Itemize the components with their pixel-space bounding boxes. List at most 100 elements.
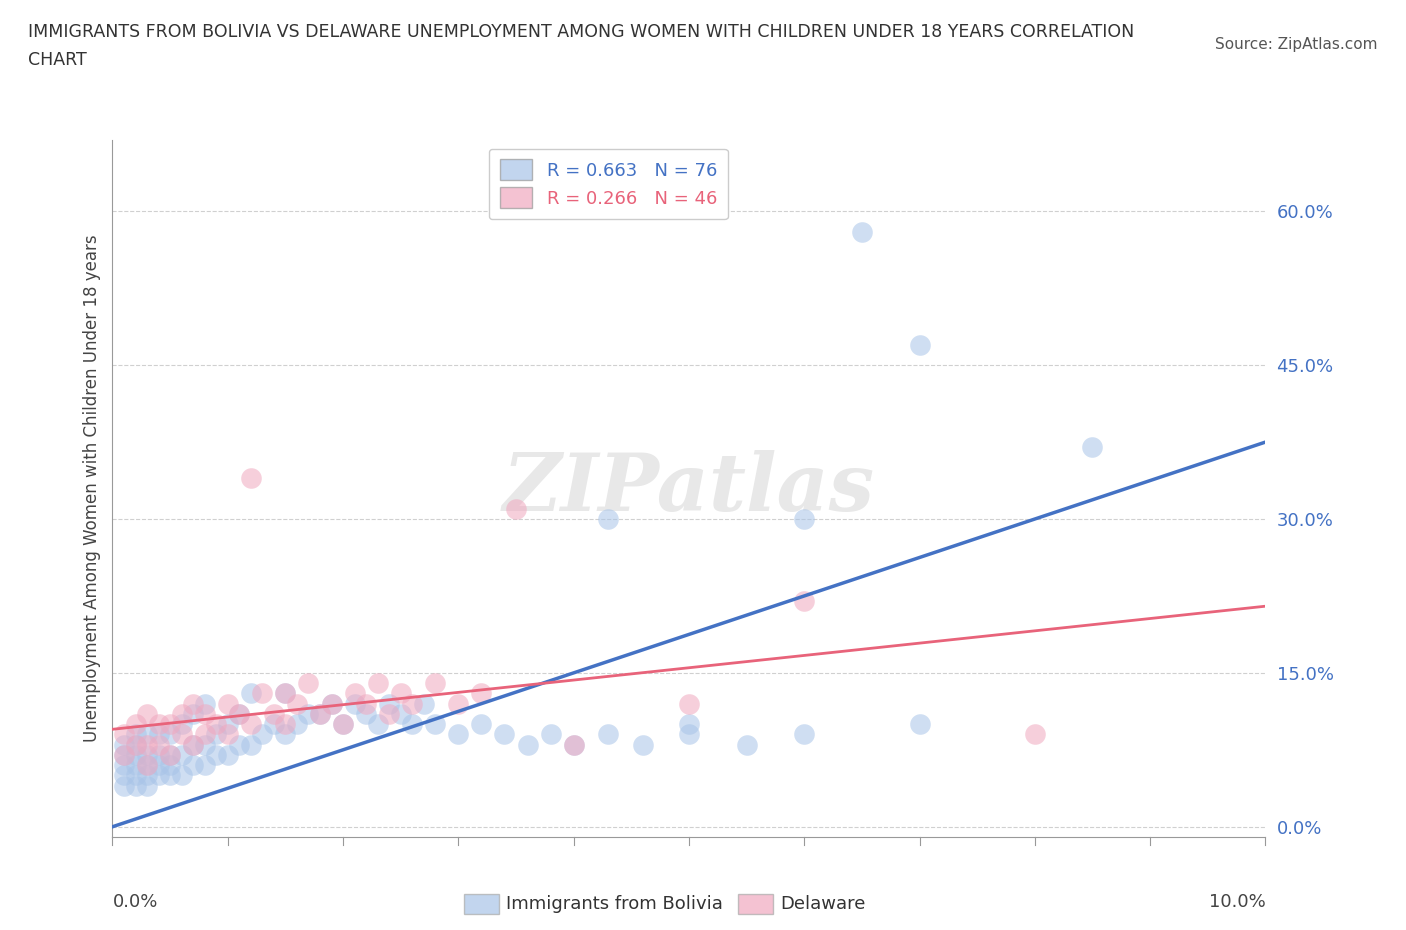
Point bbox=[205, 717, 228, 732]
Point bbox=[309, 707, 332, 722]
Text: 0.0%: 0.0% bbox=[112, 894, 157, 911]
Point bbox=[170, 748, 193, 763]
Point bbox=[367, 717, 389, 732]
Point bbox=[194, 697, 217, 711]
Point bbox=[217, 748, 239, 763]
Point bbox=[378, 697, 401, 711]
Point bbox=[148, 748, 170, 763]
Point bbox=[112, 748, 135, 763]
Point bbox=[159, 727, 181, 742]
Point bbox=[194, 758, 217, 773]
Point bbox=[793, 512, 815, 526]
Point bbox=[124, 748, 146, 763]
Point bbox=[170, 768, 193, 783]
Point bbox=[136, 748, 159, 763]
Point bbox=[252, 686, 274, 701]
Point bbox=[170, 707, 193, 722]
Point bbox=[194, 737, 217, 752]
Point bbox=[112, 778, 135, 793]
Point bbox=[124, 758, 146, 773]
Point bbox=[425, 717, 447, 732]
Point bbox=[412, 697, 434, 711]
Point bbox=[148, 727, 170, 742]
Point bbox=[908, 717, 931, 732]
Point bbox=[148, 737, 170, 752]
Point bbox=[285, 697, 308, 711]
Point bbox=[367, 676, 389, 691]
Point bbox=[793, 593, 815, 608]
Point bbox=[274, 686, 297, 701]
Point bbox=[194, 727, 217, 742]
Point bbox=[263, 717, 285, 732]
Point bbox=[159, 768, 181, 783]
Point bbox=[263, 707, 285, 722]
Point bbox=[562, 737, 585, 752]
Point bbox=[285, 717, 308, 732]
Point bbox=[332, 717, 354, 732]
Point bbox=[159, 758, 181, 773]
Point bbox=[205, 727, 228, 742]
Point bbox=[181, 737, 204, 752]
Point bbox=[205, 748, 228, 763]
Point bbox=[112, 768, 135, 783]
Point bbox=[228, 737, 250, 752]
Text: 10.0%: 10.0% bbox=[1209, 894, 1265, 911]
Point bbox=[217, 717, 239, 732]
Point bbox=[112, 758, 135, 773]
Point bbox=[470, 686, 492, 701]
Point bbox=[562, 737, 585, 752]
Point bbox=[170, 717, 193, 732]
Point bbox=[297, 707, 319, 722]
Point bbox=[401, 697, 423, 711]
Point bbox=[124, 778, 146, 793]
Point bbox=[124, 717, 146, 732]
Point bbox=[239, 686, 262, 701]
Point bbox=[598, 512, 620, 526]
Point bbox=[136, 737, 159, 752]
Point bbox=[516, 737, 538, 752]
Point bbox=[389, 686, 412, 701]
Point bbox=[505, 501, 527, 516]
Point bbox=[494, 727, 516, 742]
Point bbox=[112, 737, 135, 752]
Point bbox=[1081, 440, 1104, 455]
Point bbox=[136, 727, 159, 742]
Point bbox=[631, 737, 654, 752]
Point bbox=[425, 676, 447, 691]
Legend: R = 0.663   N = 76, R = 0.266   N = 46: R = 0.663 N = 76, R = 0.266 N = 46 bbox=[489, 149, 728, 219]
Point bbox=[908, 338, 931, 352]
Point bbox=[354, 697, 377, 711]
Text: Immigrants from Bolivia: Immigrants from Bolivia bbox=[506, 895, 723, 913]
Point bbox=[112, 727, 135, 742]
Point bbox=[217, 727, 239, 742]
Point bbox=[309, 707, 332, 722]
Point bbox=[678, 717, 700, 732]
Point bbox=[181, 707, 204, 722]
Text: Delaware: Delaware bbox=[780, 895, 866, 913]
Point bbox=[1024, 727, 1046, 742]
Point bbox=[148, 758, 170, 773]
Point bbox=[321, 697, 343, 711]
Point bbox=[470, 717, 492, 732]
Point bbox=[217, 697, 239, 711]
Point bbox=[136, 707, 159, 722]
Point bbox=[112, 748, 135, 763]
Point bbox=[148, 717, 170, 732]
Point bbox=[124, 737, 146, 752]
Point bbox=[274, 686, 297, 701]
Point bbox=[194, 707, 217, 722]
Point bbox=[274, 727, 297, 742]
Point bbox=[170, 727, 193, 742]
Point bbox=[181, 697, 204, 711]
Point bbox=[851, 224, 873, 239]
Point bbox=[378, 707, 401, 722]
Y-axis label: Unemployment Among Women with Children Under 18 years: Unemployment Among Women with Children U… bbox=[83, 234, 101, 742]
Point bbox=[321, 697, 343, 711]
Point bbox=[124, 727, 146, 742]
Point bbox=[401, 717, 423, 732]
Text: CHART: CHART bbox=[28, 51, 87, 69]
Point bbox=[678, 697, 700, 711]
Point bbox=[124, 737, 146, 752]
Point bbox=[136, 758, 159, 773]
Point bbox=[447, 697, 470, 711]
